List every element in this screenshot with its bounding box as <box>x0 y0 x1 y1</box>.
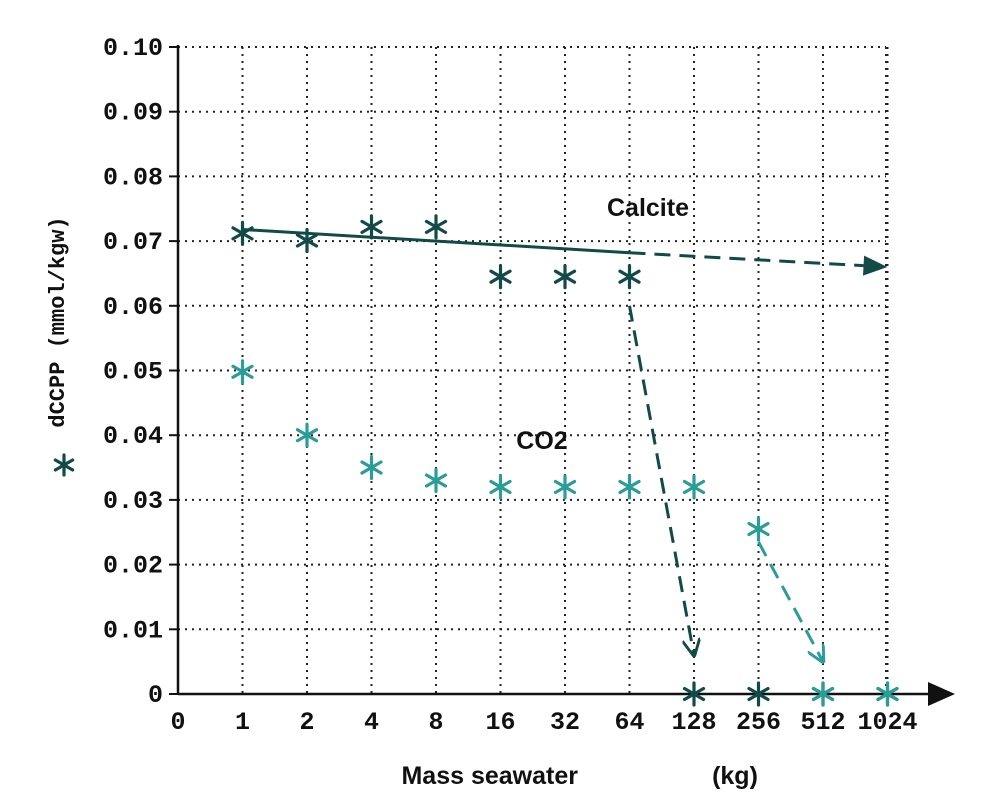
co2-point <box>489 474 512 500</box>
calcite-trend-arrow <box>628 305 695 655</box>
calcite-point-stroke <box>682 686 706 702</box>
calcite-point-stroke <box>489 269 512 284</box>
co2-point <box>747 516 770 542</box>
co2-point <box>295 422 319 448</box>
y-axis-title: dCCPP (mmol/kgw) <box>46 216 71 427</box>
calcite-point <box>424 214 448 240</box>
calcite-point <box>618 264 641 290</box>
co2-point-stroke <box>489 479 512 495</box>
x-tick-label: 8 <box>428 708 443 737</box>
data-points <box>231 214 899 707</box>
calcite-point-stroke <box>295 233 319 248</box>
co2-point-stroke <box>424 473 448 488</box>
x-tick-label: 16 <box>485 708 515 737</box>
x-tick-label: 64 <box>614 708 644 737</box>
annotation-co2: CO2 <box>516 427 567 455</box>
co2-point <box>553 474 577 500</box>
annotation-calcite: Calcite <box>607 194 689 222</box>
tick-labels: 0 1 2 4 8 16 32 64 128 256 512 1024 0 0.01 0.02 0.03 0.0… <box>103 34 918 737</box>
co2-point-stroke <box>231 364 254 379</box>
x-axis-arrowhead <box>928 682 955 706</box>
calcite-point <box>553 264 577 290</box>
co2-point <box>618 474 641 500</box>
calcite-point-stroke <box>231 226 254 241</box>
calcite-point-stroke <box>424 219 448 234</box>
y-axis-title-marker-stroke <box>53 458 75 472</box>
calcite-point-stroke <box>553 269 577 284</box>
x-tick-label: 1024 <box>857 708 917 737</box>
x-tick-label: 256 <box>736 708 781 737</box>
x-axis-unit: (kg) <box>712 762 758 790</box>
co2-point <box>424 467 448 494</box>
axes <box>169 45 955 706</box>
calcite-point <box>231 220 254 246</box>
calcite-point <box>747 681 770 707</box>
co2-point-stroke <box>876 686 899 702</box>
calcite-point-stroke <box>360 219 383 234</box>
grid <box>178 46 889 694</box>
y-tick-label: 0.03 <box>103 487 163 516</box>
x-tick-label: 512 <box>800 708 845 737</box>
co2-point-stroke <box>360 460 383 475</box>
co2-point <box>682 474 706 500</box>
x-tick-label: 128 <box>671 708 716 737</box>
x-tick-label: 4 <box>364 708 379 737</box>
calcite-point <box>295 227 319 254</box>
y-axis-title-text: dCCPP (mmol/kgw) <box>46 216 71 427</box>
x-tick-label: 1 <box>235 708 250 737</box>
y-tick-label: 0.08 <box>103 163 163 192</box>
y-tick-label: 0.10 <box>103 34 163 63</box>
x-tick-label: 32 <box>550 708 580 737</box>
y-tick-label: 0.01 <box>103 616 163 645</box>
co2-point <box>360 454 383 481</box>
y-tick-label: 0 <box>148 681 163 710</box>
calcite-trend-arrow <box>629 251 864 268</box>
calcite-point-stroke <box>618 269 641 284</box>
calcite-point <box>682 681 706 707</box>
x-tick-label: 0 <box>170 708 185 737</box>
calcite-arrowhead <box>862 255 888 276</box>
calcite-point <box>489 264 512 290</box>
co2-point-stroke <box>682 479 706 495</box>
x-axis-title: Mass seawater <box>401 762 578 790</box>
co2-point <box>876 681 899 707</box>
co2-point <box>231 359 254 385</box>
co2-point-stroke <box>747 521 770 537</box>
calcite-point <box>360 214 383 240</box>
y-tick-label: 0.02 <box>103 552 163 581</box>
co2-point <box>811 681 835 707</box>
co2-point-stroke <box>553 479 577 495</box>
y-tick-label: 0.07 <box>103 228 163 257</box>
y-tick-label: 0.04 <box>103 422 163 451</box>
co2-point-stroke <box>618 479 641 495</box>
y-tick-label: 0.09 <box>103 99 163 128</box>
y-tick-label: 0.06 <box>103 293 163 322</box>
y-tick-label: 0.05 <box>103 358 163 387</box>
calcite-point-stroke <box>747 686 770 702</box>
x-tick-label: 2 <box>299 708 314 737</box>
co2-trend-arrow <box>757 541 824 662</box>
co2-point-stroke <box>295 428 319 443</box>
y-axis-title-marker <box>53 453 75 477</box>
co2-point-stroke <box>811 686 835 702</box>
